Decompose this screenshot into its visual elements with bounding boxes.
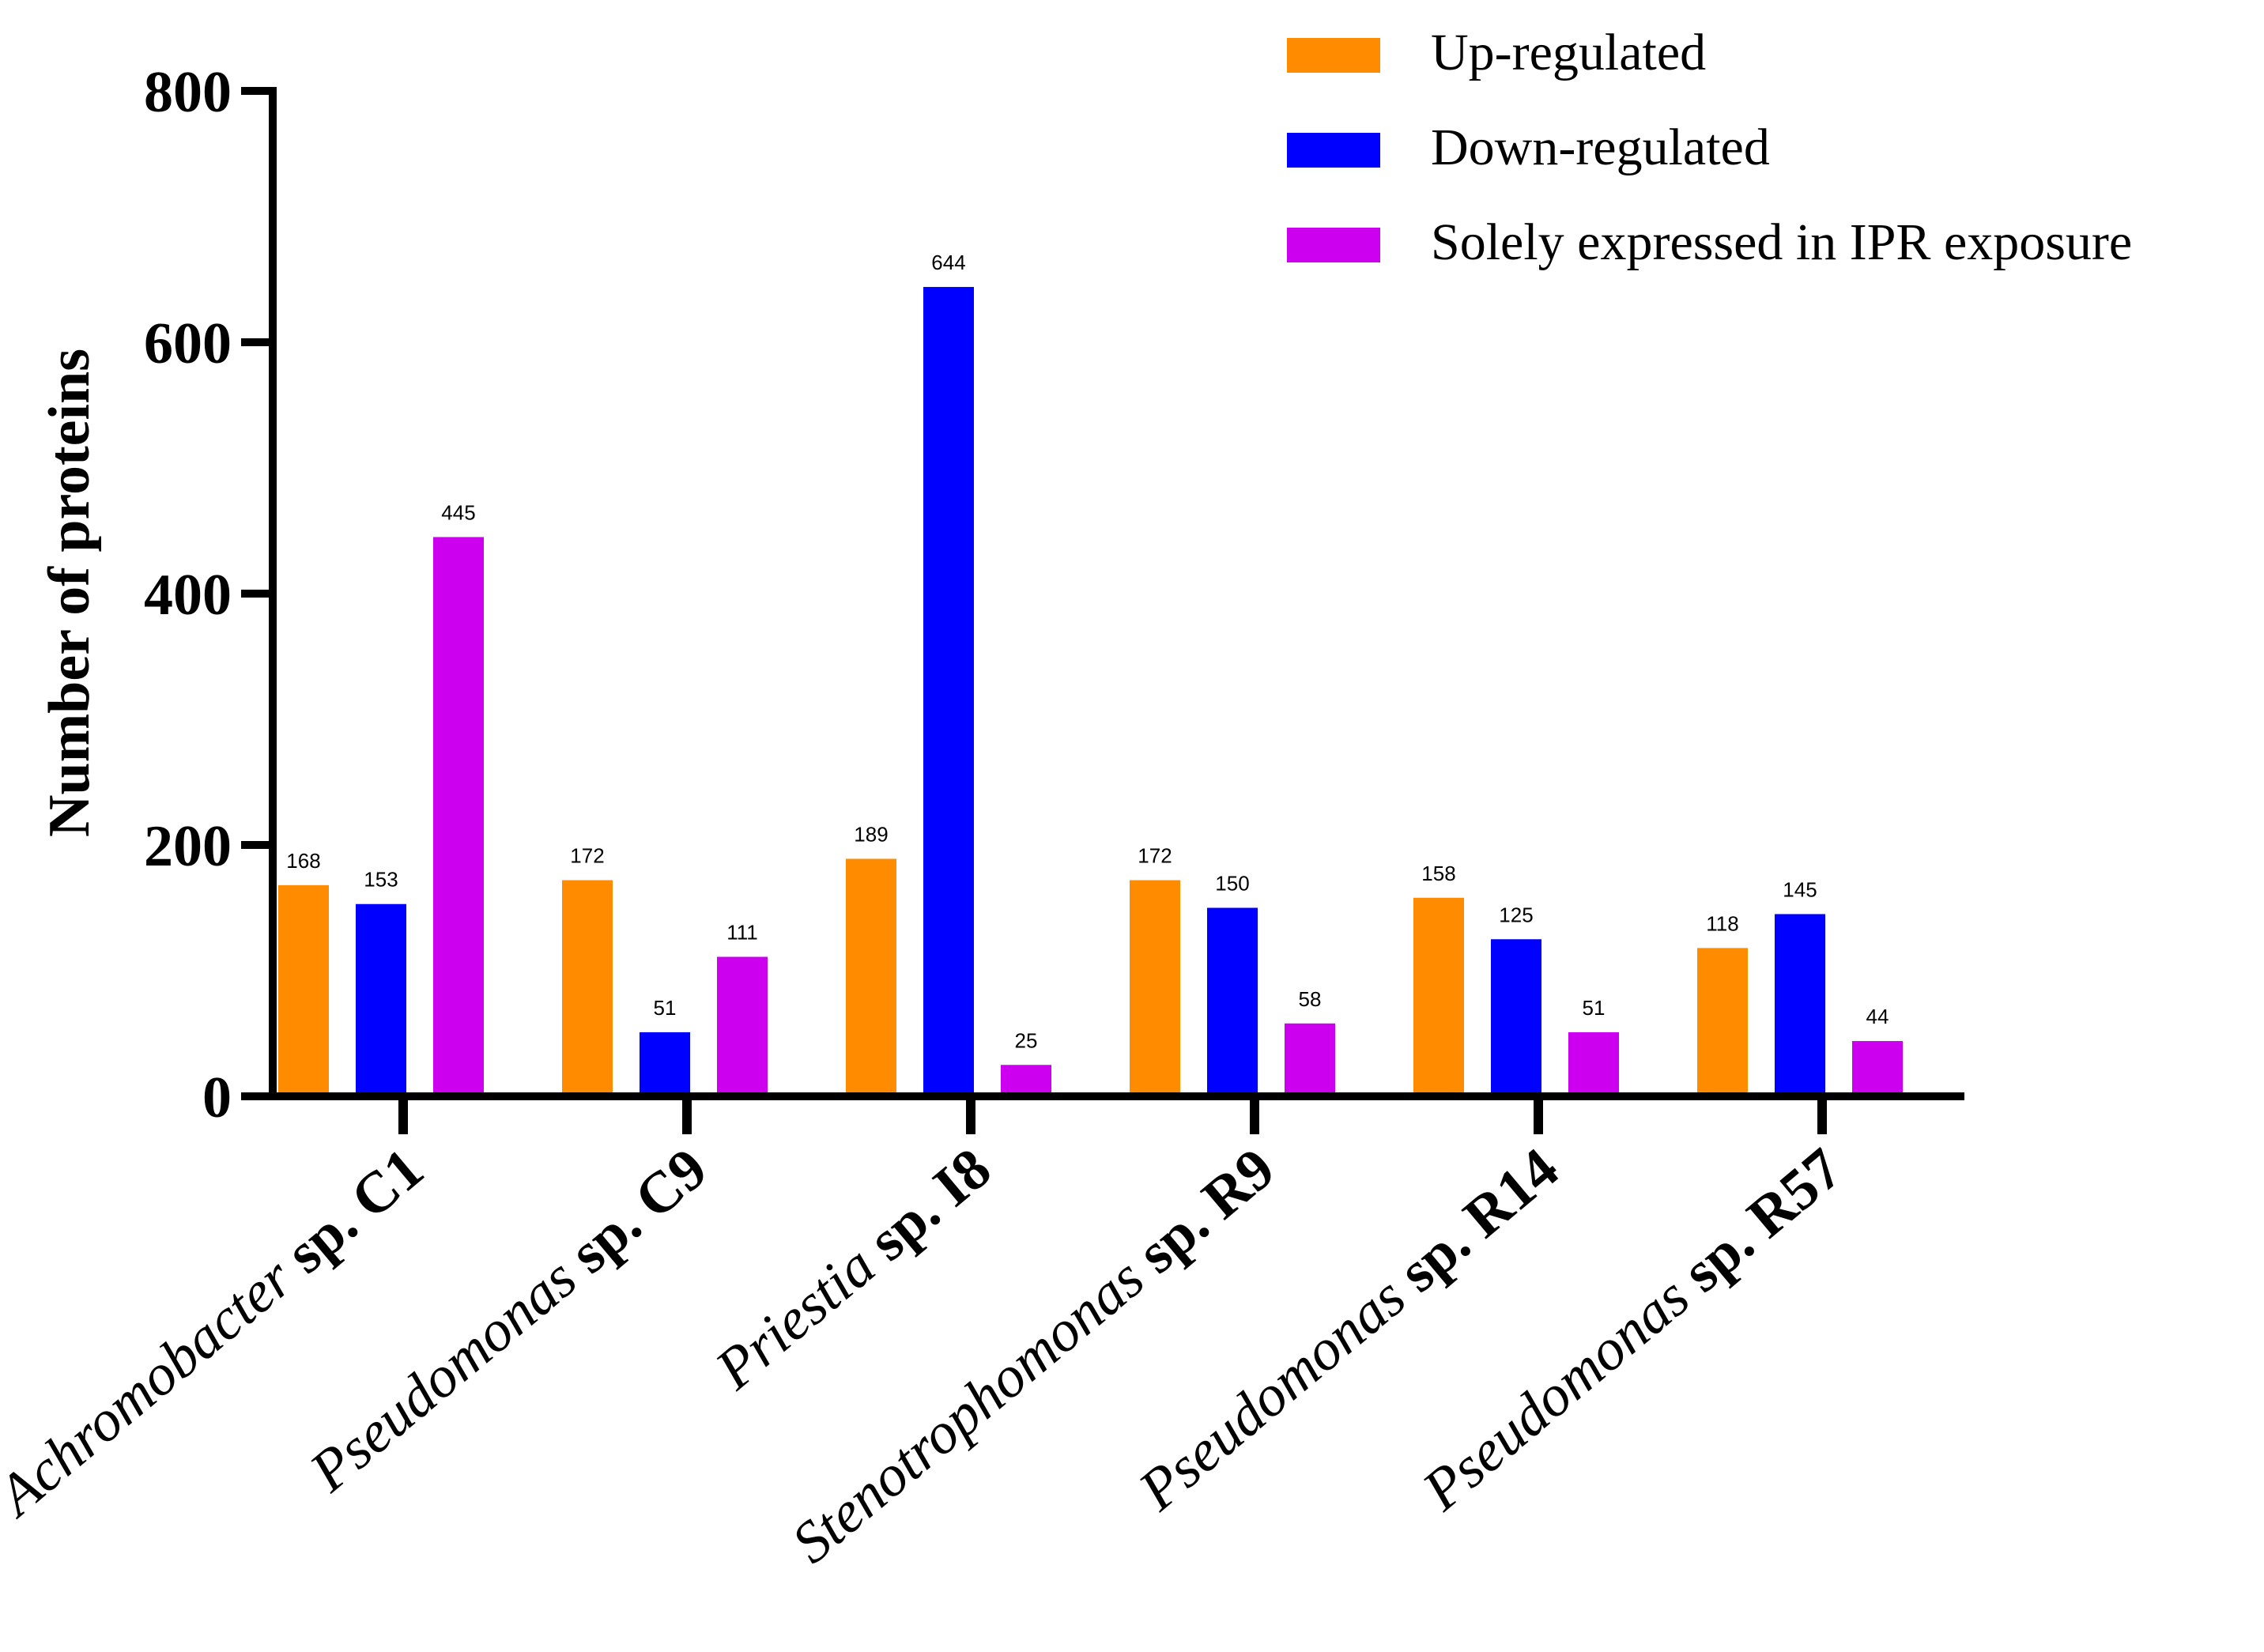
legend-label-up-regulated: Up-regulated [1431, 24, 1706, 81]
bar-down-regulated [640, 1032, 690, 1096]
y-tick-label: 400 [144, 563, 232, 628]
value-labels-layer: 168 1721891721581181535164415012514544511… [286, 251, 1889, 1052]
legend-label-solely-expressed: Solely expressed in IPR exposure [1431, 213, 2132, 271]
legend-label-down-regulated: Down-regulated [1431, 119, 1770, 176]
data-label: 118 [1706, 911, 1738, 935]
legend-swatch-down-regulated [1287, 133, 1380, 168]
bar-up-regulated [1413, 897, 1464, 1096]
y-tick-label: 600 [144, 311, 232, 376]
data-label: 172 [570, 844, 604, 868]
legend: Up-regulated Down-regulated Solely express… [1287, 24, 2132, 271]
data-label: 150 [1215, 872, 1249, 896]
bar-solely-expressed [1568, 1032, 1619, 1096]
x-tick-label: Stenotrophomonas sp. R9 [780, 1136, 1287, 1576]
y-tick-label: 200 [144, 814, 232, 879]
bar-up-regulated [278, 884, 329, 1096]
y-axis-title: Number of proteins [37, 349, 102, 837]
bar-down-regulated [1775, 914, 1825, 1096]
bar-solely-expressed [717, 956, 768, 1096]
data-label: 158 [1421, 862, 1455, 885]
data-label: 172 [1138, 844, 1172, 868]
bars-layer [278, 287, 1903, 1096]
x-tick-label-strain: sp. R14 [1387, 1136, 1571, 1304]
legend-swatch-solely-expressed [1287, 228, 1380, 262]
data-label: 44 [1866, 1005, 1889, 1028]
x-tick-label-genus: Pseudomonas [1410, 1255, 1713, 1524]
x-tick-label-strain: sp. R9 [1126, 1136, 1287, 1286]
x-tick-label-strain: sp. C1 [274, 1136, 436, 1286]
y-tick-label: 800 [144, 60, 232, 125]
data-label: 189 [854, 822, 888, 846]
x-tick-label: Priestia sp. I8 [703, 1136, 1002, 1402]
bar-solely-expressed [1285, 1023, 1335, 1096]
x-tick-label-genus: Pseudomonas [297, 1236, 600, 1505]
bar-solely-expressed [1001, 1065, 1051, 1096]
bar-up-regulated [1697, 948, 1748, 1096]
bar-solely-expressed [1852, 1041, 1903, 1096]
bar-up-regulated [562, 880, 613, 1096]
legend-swatch-up-regulated [1287, 38, 1380, 73]
bar-down-regulated [1207, 907, 1258, 1096]
x-tick-label-genus: Priestia [703, 1224, 898, 1402]
data-label: 111 [726, 921, 758, 945]
x-tick-label-genus: Pseudomonas [1126, 1255, 1429, 1524]
data-label: 25 [1015, 1028, 1038, 1052]
bar-up-regulated [1130, 880, 1180, 1096]
x-tick-label-strain: sp. R57 [1671, 1136, 1855, 1304]
data-label: 145 [1783, 877, 1817, 901]
y-ticks-layer: 0 200 400 600 800 [144, 60, 273, 1130]
bar-down-regulated [356, 903, 406, 1096]
x-tick-label-strain: sp. C9 [558, 1136, 719, 1286]
data-label: 153 [364, 868, 398, 892]
x-tick-label-genus: Achromobacter [0, 1236, 316, 1530]
bar-up-regulated [846, 858, 896, 1096]
y-tick-label: 0 [202, 1066, 232, 1130]
bar-down-regulated [923, 287, 974, 1096]
data-label: 51 [1583, 996, 1606, 1020]
data-label: 125 [1499, 903, 1533, 926]
data-label: 51 [654, 996, 677, 1020]
data-label: 58 [1299, 987, 1322, 1011]
data-label: 644 [931, 251, 965, 274]
data-label: 168 [286, 849, 320, 873]
data-label: 445 [441, 500, 475, 524]
bar-down-regulated [1491, 939, 1541, 1096]
bar-solely-expressed [433, 537, 484, 1096]
